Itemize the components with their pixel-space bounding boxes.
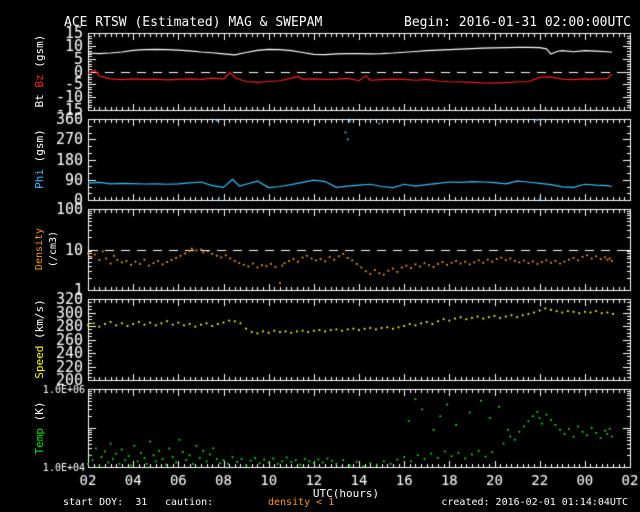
y-axis-label-temp: Temp (K) <box>33 386 47 470</box>
plot-title: ACE RTSW (Estimated) MAG & SWEPAM <box>64 15 323 30</box>
y-axis-label-part: Density <box>34 227 45 271</box>
y-axis-label-part: Phi <box>33 168 46 189</box>
begin-timestamp: Begin: 2016-01-31 02:00:00UTC <box>404 15 631 30</box>
caution-value: density < 1 <box>268 497 335 508</box>
y-axis-label-speed: Speed (km/s) <box>33 297 47 381</box>
y-axis-label-part: (/cm3) <box>48 230 59 268</box>
x-axis-label: UTC(hours) <box>312 487 380 500</box>
y-axis-label-part: (gsm) <box>33 34 46 75</box>
y-axis-label-part: Bz <box>33 74 46 88</box>
caution-label: caution: <box>165 497 214 508</box>
y-axis-label-density: Density (/cm3) <box>33 207 59 291</box>
y-axis-label-phi: Phi (gsm) <box>33 117 47 201</box>
created-timestamp: created: 2016-02-01 01:14:04UTC <box>441 497 628 508</box>
y-axis-label-bt-bz: Bt Bz (gsm) <box>33 29 47 113</box>
y-axis-label-part: Bt <box>33 87 46 108</box>
y-axis-label-part: Speed <box>33 345 46 379</box>
y-axis-label-part: (km/s) <box>33 299 46 346</box>
start-doy-label: start DOY: 31 <box>63 497 148 508</box>
y-axis-label-part: Temp <box>33 428 46 455</box>
y-axis-label-part: (K) <box>33 401 46 428</box>
y-axis-label-part: (gsm) <box>33 129 46 169</box>
